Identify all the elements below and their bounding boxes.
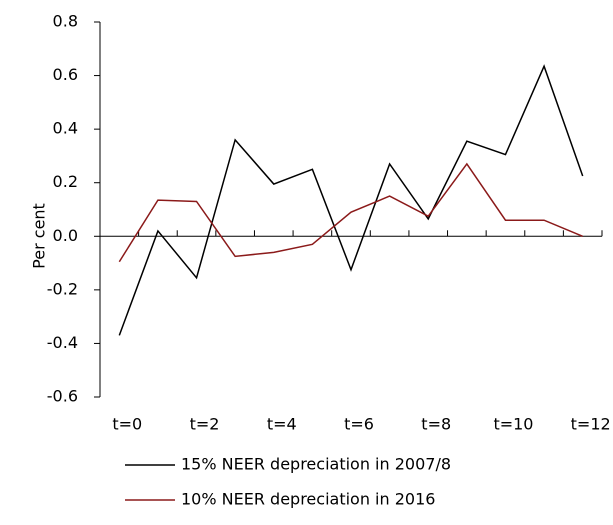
y-tick-label: -0.6 [47,387,78,406]
x-tick-label: t=4 [267,415,297,434]
x-tick-label: t=6 [344,415,374,434]
y-tick-label: 0.4 [53,119,78,138]
x-tick-label: t=2 [190,415,220,434]
y-tick-label: 0.2 [53,172,78,191]
y-tick-label: -0.4 [47,333,78,352]
y-tick-label: 0.6 [53,65,78,84]
x-tick-label: t=0 [112,415,142,434]
series-line [118,64,584,336]
y-tick-label: 0.8 [53,12,78,31]
y-tick-label: 0.0 [53,226,78,245]
y-tick-label: -0.2 [47,279,78,298]
legend-label: 10% NEER depreciation in 2016 [181,490,435,509]
series-line [118,162,583,263]
x-tick-label: t=12 [571,415,611,434]
legend-label: 15% NEER depreciation in 2007/8 [181,455,451,474]
x-tick-label: t=8 [421,415,451,434]
y-axis-label: Per cent [30,203,49,269]
x-tick-label: t=10 [493,415,533,434]
